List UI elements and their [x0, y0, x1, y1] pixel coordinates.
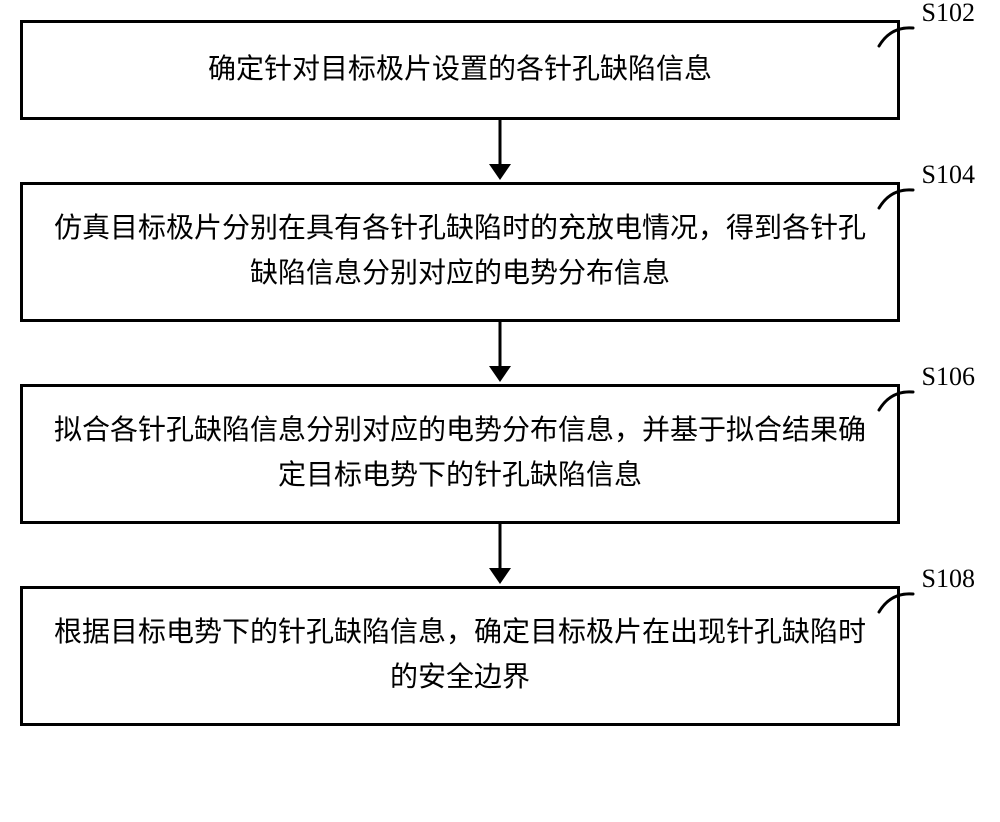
step-wrap-s104: S104 仿真目标极片分别在具有各针孔缺陷时的充放电情况，得到各针孔缺陷信息分别… [20, 182, 980, 322]
step-wrap-s108: S108 根据目标电势下的针孔缺陷信息，确定目标极片在出现针孔缺陷时的安全边界 [20, 586, 980, 726]
step-label-s108: S108 [922, 564, 975, 594]
step-text-s106: 拟合各针孔缺陷信息分别对应的电势分布信息，并基于拟合结果确定目标电势下的针孔缺陷… [53, 409, 867, 499]
step-box-s108: 根据目标电势下的针孔缺陷信息，确定目标极片在出现针孔缺陷时的安全边界 [20, 586, 900, 726]
step-wrap-s106: S106 拟合各针孔缺陷信息分别对应的电势分布信息，并基于拟合结果确定目标电势下… [20, 384, 980, 524]
step-wrap-s102: S102 确定针对目标极片设置的各针孔缺陷信息 [20, 20, 980, 120]
arrow-1 [20, 120, 980, 182]
step-label-s102: S102 [922, 0, 975, 28]
step-label-s106: S106 [922, 362, 975, 392]
step-box-s104: 仿真目标极片分别在具有各针孔缺陷时的充放电情况，得到各针孔缺陷信息分别对应的电势… [20, 182, 900, 322]
arrow-3 [20, 524, 980, 586]
flowchart-container: S102 确定针对目标极片设置的各针孔缺陷信息 S104 仿真目标极片分别在具有… [20, 20, 980, 726]
arrow-2 [20, 322, 980, 384]
step-box-s102: 确定针对目标极片设置的各针孔缺陷信息 [20, 20, 900, 120]
step-label-s104: S104 [922, 160, 975, 190]
step-text-s108: 根据目标电势下的针孔缺陷信息，确定目标极片在出现针孔缺陷时的安全边界 [53, 611, 867, 701]
step-box-s106: 拟合各针孔缺陷信息分别对应的电势分布信息，并基于拟合结果确定目标电势下的针孔缺陷… [20, 384, 900, 524]
step-text-s102: 确定针对目标极片设置的各针孔缺陷信息 [208, 48, 712, 93]
step-text-s104: 仿真目标极片分别在具有各针孔缺陷时的充放电情况，得到各针孔缺陷信息分别对应的电势… [53, 207, 867, 297]
